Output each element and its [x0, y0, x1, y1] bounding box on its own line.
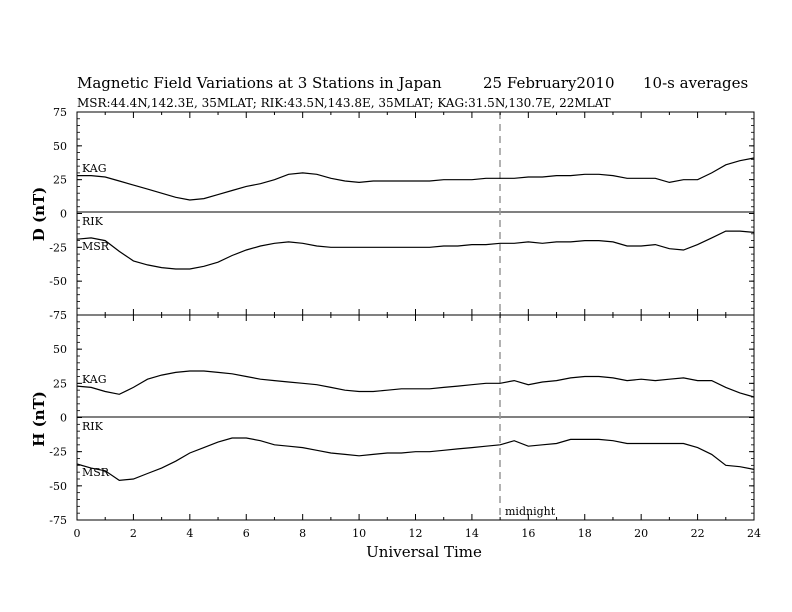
ytick-label-h-0: 50 — [53, 343, 67, 356]
ytick-label-d-0: 75 — [53, 106, 67, 119]
ytick-label-d-5: -50 — [49, 275, 67, 288]
xtick-label-4: 8 — [299, 527, 306, 540]
xtick-label-3: 6 — [243, 527, 250, 540]
panel-h-label-kag: KAG — [82, 373, 107, 386]
xtick-label-7: 14 — [465, 527, 479, 540]
xtick-label-6: 12 — [409, 527, 423, 540]
ytick-label-h-4: -50 — [49, 480, 67, 493]
xtick-label-1: 2 — [130, 527, 137, 540]
ytick-label-d-2: 25 — [53, 174, 67, 187]
panel-h-ylabel: H (nT) — [30, 391, 48, 447]
xtick-label-0: 0 — [74, 527, 81, 540]
trace-h-msr — [76, 437, 755, 482]
ytick-label-h-5: -75 — [49, 514, 67, 527]
trace-d-kag — [77, 157, 755, 201]
xtick-label-10: 20 — [634, 527, 648, 540]
ytick-label-d-6: -75 — [49, 309, 67, 322]
panel-d-label-kag: KAG — [82, 162, 107, 175]
chart-title-date: 25 February2010 — [483, 74, 615, 92]
chart-title-avg: 10-s averages — [643, 74, 748, 92]
chart-title-main: Magnetic Field Variations at 3 Stations … — [77, 74, 442, 92]
xtick-label-8: 16 — [521, 527, 535, 540]
xtick-label-5: 10 — [352, 527, 366, 540]
xtick-label-12: 24 — [747, 527, 761, 540]
xtick-label-11: 22 — [691, 527, 705, 540]
panel-d-label-rik: RIK — [82, 215, 104, 228]
chart-subtitle: MSR:44.4N,142.3E, 35MLAT; RIK:43.5N,143.… — [77, 96, 611, 110]
ytick-label-h-2: 0 — [60, 412, 67, 425]
traces-layer — [76, 157, 755, 482]
panel-d-label-msr: MSR — [82, 240, 110, 253]
midnight-label: midnight — [505, 505, 556, 518]
ytick-label-d-3: 0 — [60, 208, 67, 221]
panel-h-label-msr: MSR — [82, 466, 110, 479]
panel-d-ylabel: D (nT) — [30, 187, 48, 242]
xtick-label-9: 18 — [578, 527, 592, 540]
xtick-label-2: 4 — [186, 527, 193, 540]
ytick-label-d-4: -25 — [49, 241, 67, 254]
trace-d-msr — [76, 230, 755, 270]
ytick-label-h-3: -25 — [49, 446, 67, 459]
panel-d-frame — [76, 111, 755, 316]
x-axis-label: Universal Time — [366, 543, 482, 561]
panel-h-label-rik: RIK — [82, 420, 104, 433]
trace-h-kag — [76, 370, 755, 398]
ytick-label-d-1: 50 — [53, 140, 67, 153]
ytick-label-h-1: 25 — [53, 377, 67, 390]
